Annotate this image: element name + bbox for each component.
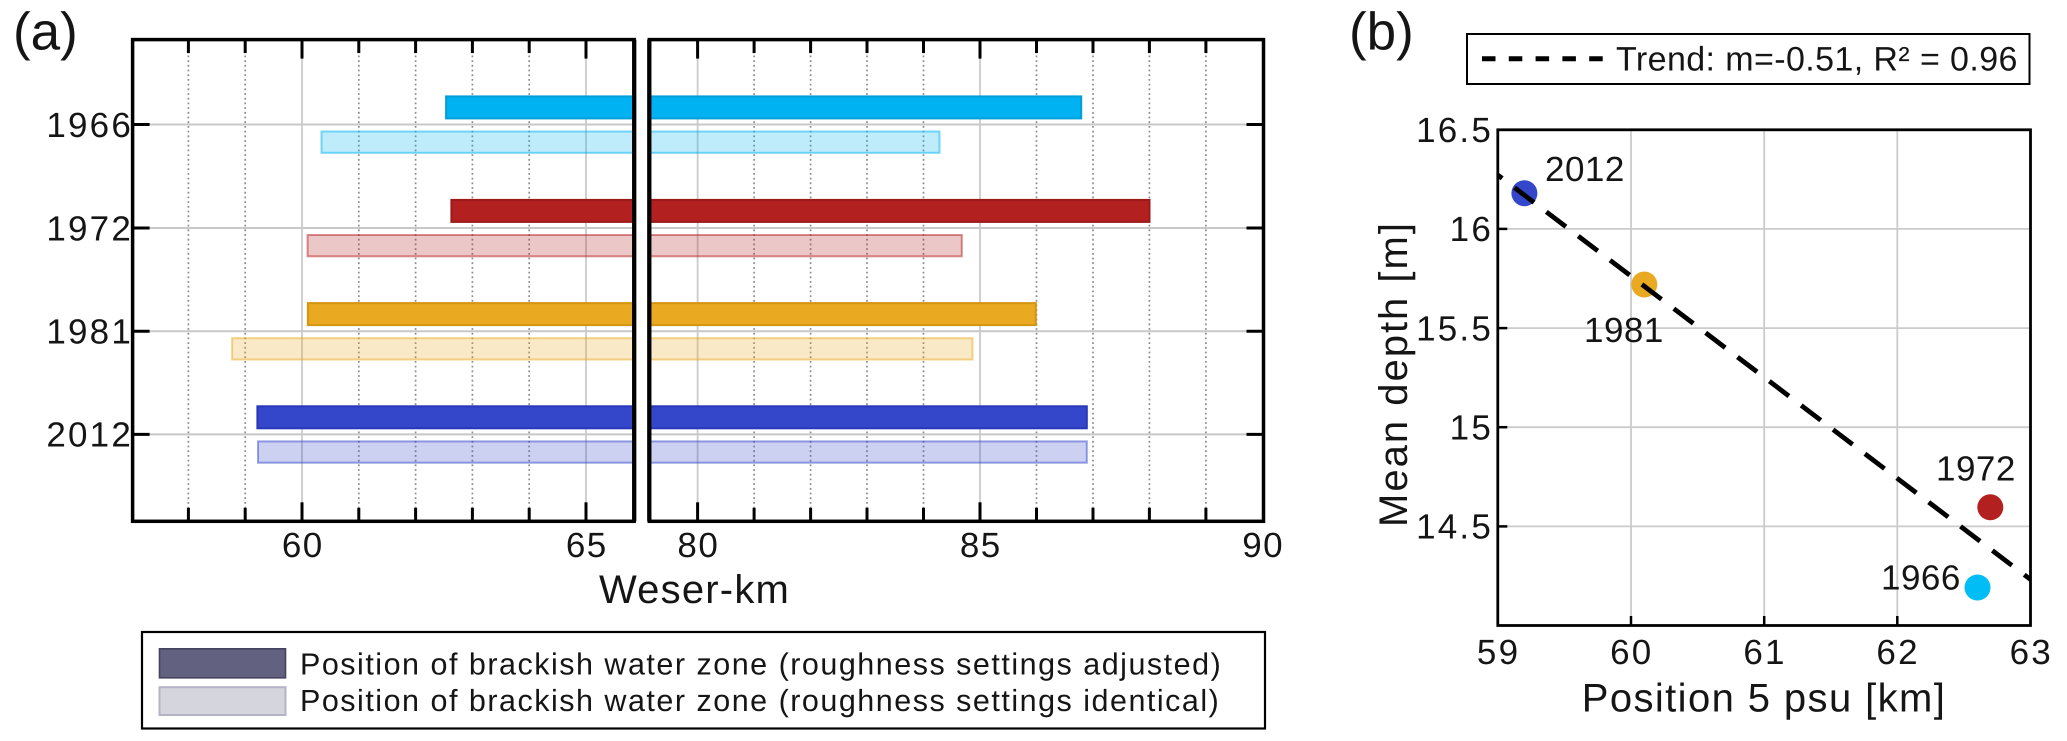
- svg-text:15.5: 15.5: [1416, 309, 1493, 348]
- svg-text:60: 60: [1610, 633, 1653, 672]
- svg-text:Position of brackish water zon: Position of brackish water zone (roughne…: [300, 648, 1222, 682]
- svg-text:1972: 1972: [1936, 450, 2016, 489]
- svg-text:1966: 1966: [1881, 559, 1961, 598]
- svg-text:85: 85: [960, 526, 1002, 565]
- svg-text:1972: 1972: [46, 209, 133, 248]
- svg-text:Trend: m=-0.51, R² = 0.96: Trend: m=-0.51, R² = 0.96: [1616, 41, 2018, 79]
- svg-text:Position of brackish water zon: Position of brackish water zone (roughne…: [300, 684, 1220, 718]
- svg-text:(a): (a): [13, 3, 78, 62]
- svg-text:90: 90: [1242, 526, 1284, 565]
- svg-text:62: 62: [1876, 633, 1919, 672]
- svg-text:Weser-km: Weser-km: [599, 568, 790, 612]
- svg-text:80: 80: [677, 526, 719, 565]
- svg-text:1981: 1981: [1584, 311, 1664, 350]
- svg-text:61: 61: [1743, 633, 1786, 672]
- svg-text:16: 16: [1450, 210, 1493, 249]
- svg-text:Position 5 psu [km]: Position 5 psu [km]: [1582, 677, 1947, 721]
- svg-text:63: 63: [2010, 633, 2053, 672]
- svg-text:16.5: 16.5: [1416, 111, 1493, 150]
- svg-text:(b): (b): [1349, 3, 1414, 62]
- svg-text:60: 60: [282, 526, 324, 565]
- svg-text:15: 15: [1450, 408, 1493, 447]
- svg-text:1966: 1966: [46, 106, 133, 145]
- svg-text:59: 59: [1477, 633, 1520, 672]
- svg-text:Mean depth [m]: Mean depth [m]: [1372, 221, 1416, 527]
- svg-text:1981: 1981: [46, 313, 133, 352]
- svg-text:2012: 2012: [46, 416, 133, 455]
- svg-text:14.5: 14.5: [1416, 508, 1493, 547]
- svg-text:65: 65: [566, 526, 608, 565]
- svg-text:2012: 2012: [1545, 150, 1625, 189]
